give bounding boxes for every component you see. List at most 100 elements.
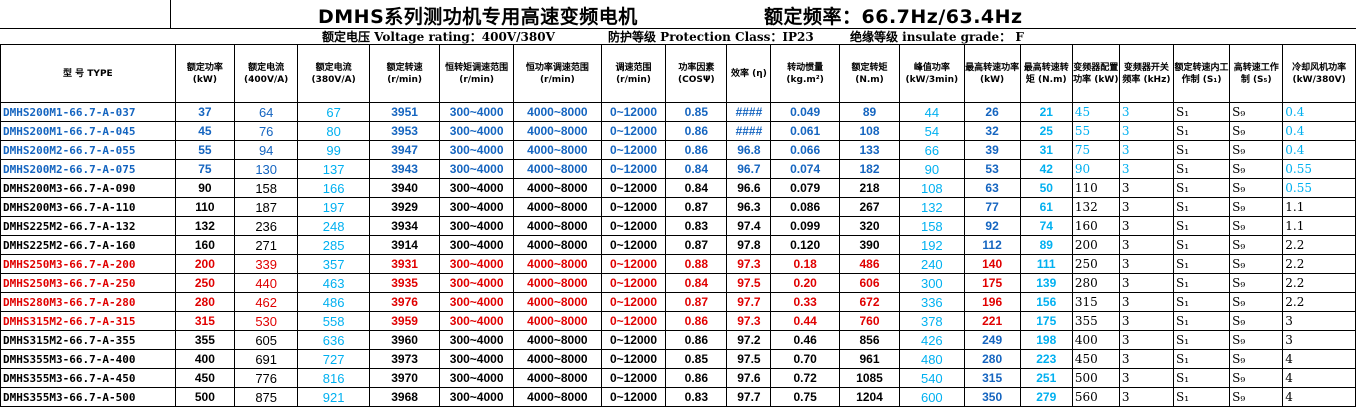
column-header[interactable]: 额定电流 (400V/A) [233, 44, 299, 103]
table-cell[interactable]: 3 [1118, 254, 1174, 274]
table-cell[interactable]: 300~4000 [439, 140, 514, 160]
table-cell[interactable]: 0.86 [665, 121, 728, 141]
table-cell[interactable]: 90 [174, 178, 236, 198]
table-cell[interactable]: 89 [1019, 235, 1073, 255]
column-header[interactable]: 调速范围 (r/min) [600, 44, 667, 103]
table-cell[interactable]: 75 [174, 159, 236, 179]
table-cell[interactable]: 300~4000 [439, 368, 514, 388]
table-cell[interactable]: S₁ [1172, 330, 1231, 350]
table-cell[interactable]: 0~12000 [600, 235, 667, 255]
table-cell[interactable]: 0.83 [665, 216, 728, 236]
table-cell[interactable]: 53 [963, 159, 1021, 179]
table-cell[interactable]: 248 [297, 216, 370, 236]
table-cell[interactable]: 4 [1282, 368, 1356, 388]
column-header[interactable]: 最高转速功率 (kW) [963, 44, 1021, 103]
table-cell[interactable]: 240 [899, 254, 965, 274]
table-cell[interactable]: 0~12000 [600, 197, 667, 217]
table-cell[interactable]: 3 [1118, 273, 1174, 293]
table-cell[interactable]: 111 [1019, 254, 1073, 274]
table-cell[interactable]: 97.3 [726, 311, 772, 331]
table-cell[interactable]: 4000~8000 [512, 349, 602, 369]
table-cell[interactable]: 2.2 [1282, 254, 1356, 274]
column-header[interactable]: 效率 (η) [726, 44, 772, 103]
table-cell[interactable]: 355 [1071, 311, 1120, 331]
model-cell[interactable]: DMHS225M2-66.7-A-160 [0, 235, 176, 255]
table-cell[interactable]: 300~4000 [439, 254, 514, 274]
table-cell[interactable]: 560 [1071, 387, 1120, 407]
model-cell[interactable]: DMHS355M3-66.7-A-450 [0, 368, 176, 388]
table-cell[interactable]: 97.2 [726, 330, 772, 350]
table-cell[interactable]: 130 [233, 159, 299, 179]
table-cell[interactable]: 80 [297, 121, 370, 141]
table-cell[interactable]: 3 [1118, 178, 1174, 198]
table-cell[interactable]: 3 [1118, 197, 1174, 217]
table-cell[interactable]: 3 [1118, 387, 1174, 407]
table-cell[interactable]: 558 [297, 311, 370, 331]
table-cell[interactable]: 3914 [368, 235, 441, 255]
table-cell[interactable]: S₉ [1229, 387, 1284, 407]
table-cell[interactable]: 63 [963, 178, 1021, 198]
table-cell[interactable]: 530 [233, 311, 299, 331]
table-cell[interactable]: 0.44 [770, 311, 840, 331]
table-cell[interactable]: 440 [233, 273, 299, 293]
table-cell[interactable]: 2.2 [1282, 292, 1356, 312]
table-cell[interactable]: 280 [1071, 273, 1120, 293]
table-cell[interactable]: 0.85 [665, 102, 728, 122]
table-cell[interactable]: 3953 [368, 121, 441, 141]
table-cell[interactable]: 55 [174, 140, 236, 160]
table-cell[interactable]: S₁ [1172, 159, 1231, 179]
table-cell[interactable]: 0.049 [770, 102, 840, 122]
table-cell[interactable]: 92 [963, 216, 1021, 236]
table-cell[interactable]: 2.2 [1282, 273, 1356, 293]
table-cell[interactable]: 97.6 [726, 368, 772, 388]
column-header[interactable]: 冷却风机功率 (kW/380V) [1282, 44, 1356, 103]
table-cell[interactable]: 26 [963, 102, 1021, 122]
table-cell[interactable]: 250 [174, 273, 236, 293]
table-cell[interactable]: 132 [174, 216, 236, 236]
table-cell[interactable]: 450 [174, 368, 236, 388]
column-header[interactable]: 高转速工作制 (S₅) [1229, 44, 1284, 103]
table-cell[interactable]: 77 [963, 197, 1021, 217]
table-cell[interactable]: 196 [963, 292, 1021, 312]
table-cell[interactable]: 3 [1118, 368, 1174, 388]
table-cell[interactable]: 0.87 [665, 197, 728, 217]
table-cell[interactable]: 3947 [368, 140, 441, 160]
table-cell[interactable]: 0.85 [665, 349, 728, 369]
table-cell[interactable]: 221 [963, 311, 1021, 331]
table-cell[interactable]: 0.55 [1282, 178, 1356, 198]
table-cell[interactable]: 300~4000 [439, 349, 514, 369]
table-cell[interactable]: 320 [838, 216, 901, 236]
column-header[interactable]: 额定转速内工作制 (S₁) [1172, 44, 1231, 103]
table-cell[interactable]: 426 [899, 330, 965, 350]
table-cell[interactable]: 158 [899, 216, 965, 236]
model-cell[interactable]: DMHS200M2-66.7-A-075 [0, 159, 176, 179]
table-cell[interactable]: 97.7 [726, 292, 772, 312]
table-cell[interactable]: 315 [1071, 292, 1120, 312]
table-cell[interactable]: 3 [1118, 235, 1174, 255]
table-cell[interactable]: 315 [963, 368, 1021, 388]
table-cell[interactable]: 97.4 [726, 216, 772, 236]
table-cell[interactable]: 3940 [368, 178, 441, 198]
table-cell[interactable]: 0.4 [1282, 102, 1356, 122]
table-cell[interactable]: 75 [1071, 140, 1120, 160]
model-cell[interactable]: DMHS355M3-66.7-A-400 [0, 349, 176, 369]
table-cell[interactable]: #### [726, 121, 772, 141]
table-cell[interactable]: 3943 [368, 159, 441, 179]
table-cell[interactable]: 0.086 [770, 197, 840, 217]
table-cell[interactable]: 480 [899, 349, 965, 369]
table-cell[interactable]: 249 [963, 330, 1021, 350]
table-cell[interactable]: S₉ [1229, 159, 1284, 179]
table-cell[interactable]: 0~12000 [600, 140, 667, 160]
table-cell[interactable]: S₉ [1229, 102, 1284, 122]
table-cell[interactable]: 137 [297, 159, 370, 179]
table-cell[interactable]: 200 [174, 254, 236, 274]
table-cell[interactable]: 97.5 [726, 349, 772, 369]
table-cell[interactable]: 3976 [368, 292, 441, 312]
table-cell[interactable]: S₁ [1172, 349, 1231, 369]
table-cell[interactable]: 90 [899, 159, 965, 179]
table-cell[interactable]: S₉ [1229, 254, 1284, 274]
table-cell[interactable]: 250 [1071, 254, 1120, 274]
table-cell[interactable]: 300~4000 [439, 197, 514, 217]
table-cell[interactable]: #### [726, 102, 772, 122]
table-cell[interactable]: S₉ [1229, 216, 1284, 236]
